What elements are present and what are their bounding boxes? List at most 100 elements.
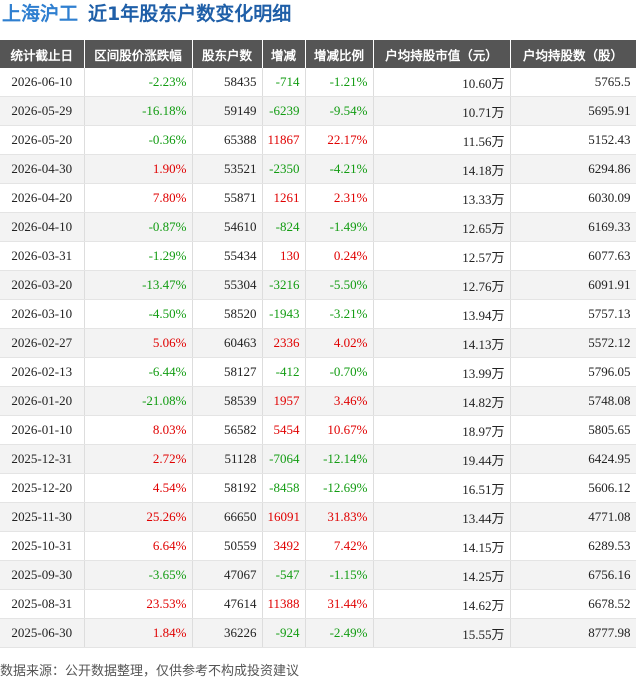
table-cell: -714 <box>262 68 306 97</box>
table-cell: 3492 <box>262 531 306 561</box>
table-row: 2026-04-30 1.90% 53521 -2350 -4.21% 14.18万 629… <box>0 154 636 184</box>
table-cell: 18.97万 <box>373 415 511 445</box>
table-cell: 5748.08 <box>510 386 636 416</box>
table-cell: -6239 <box>262 96 306 126</box>
table-cell: 2026-04-20 <box>0 183 85 213</box>
table-cell: -12.69% <box>305 473 374 503</box>
table-cell: -3.65% <box>84 560 193 590</box>
subtitle: 近1年股东户数变化明细 <box>88 3 292 25</box>
table-cell: 2026-04-30 <box>0 154 85 184</box>
table-cell: -1.49% <box>305 212 374 242</box>
table-cell: -547 <box>262 560 306 590</box>
table-cell: 13.44万 <box>373 502 511 532</box>
table-cell: -2.23% <box>84 68 193 97</box>
table-cell: 2026-02-27 <box>0 328 85 358</box>
table-cell: -1.29% <box>84 241 193 271</box>
column-header: 统计截止日 <box>0 40 85 68</box>
table-cell: 22.17% <box>305 125 374 155</box>
table-cell: -1.15% <box>305 560 374 590</box>
table-cell: 10.71万 <box>373 96 511 126</box>
column-header: 增减比例 <box>305 40 374 68</box>
table-cell: 58539 <box>192 386 263 416</box>
column-header: 增减 <box>262 40 306 68</box>
column-header: 区间股价涨跌幅 <box>84 40 193 68</box>
header: 上海沪工 近1年股东户数变化明细 <box>2 0 291 32</box>
table-row: 2025-09-30 -3.65% 47067 -547 -1.15% 14.25万 675… <box>0 560 636 590</box>
table-cell: 19.44万 <box>373 444 511 474</box>
table-cell: 31.44% <box>305 589 374 619</box>
table-cell: 11867 <box>262 125 306 155</box>
table-cell: 36226 <box>192 618 263 648</box>
table-row: 2025-11-30 25.26% 66650 16091 31.83% 13.44万 47… <box>0 502 636 532</box>
table-cell: 58435 <box>192 68 263 97</box>
table-cell: 2025-06-30 <box>0 618 85 648</box>
table-cell: 50559 <box>192 531 263 561</box>
table-cell: -2350 <box>262 154 306 184</box>
table-cell: 6294.86 <box>510 154 636 184</box>
table-cell: -21.08% <box>84 386 193 416</box>
table-cell: 0.24% <box>305 241 374 271</box>
table-cell: 5805.65 <box>510 415 636 445</box>
table-body: 2026-06-10 -2.23% 58435 -714 -1.21% 10.60万 576… <box>0 68 636 648</box>
table-cell: 5454 <box>262 415 306 445</box>
table-cell: 14.15万 <box>373 531 511 561</box>
table-cell: -0.36% <box>84 125 193 155</box>
table-cell: -12.14% <box>305 444 374 474</box>
table-row: 2026-03-31 -1.29% 55434 130 0.24% 12.57万 6077.… <box>0 241 636 271</box>
table-row: 2025-06-30 1.84% 36226 -924 -2.49% 15.55万 8777… <box>0 618 636 648</box>
table-cell: 6289.53 <box>510 531 636 561</box>
table-cell: 2026-02-13 <box>0 357 85 387</box>
table-cell: 55871 <box>192 183 263 213</box>
table-cell: 1261 <box>262 183 306 213</box>
table-cell: 6424.95 <box>510 444 636 474</box>
table-cell: 2025-12-20 <box>0 473 85 503</box>
table-cell: 11.56万 <box>373 125 511 155</box>
table: 统计截止日 区间股价涨跌幅 股东户数 增减 增减比例 户均持股市值（元） 户均持股数（股） 2… <box>0 40 636 648</box>
table-cell: 1.90% <box>84 154 193 184</box>
table-cell: 47067 <box>192 560 263 590</box>
table-cell: 2025-08-31 <box>0 589 85 619</box>
column-header: 户均持股市值（元） <box>373 40 511 68</box>
table-cell: 4771.08 <box>510 502 636 532</box>
table-cell: 5.06% <box>84 328 193 358</box>
table-cell: 6077.63 <box>510 241 636 271</box>
table-cell: 6678.52 <box>510 589 636 619</box>
table-cell: 14.25万 <box>373 560 511 590</box>
table-cell: 58192 <box>192 473 263 503</box>
table-cell: 56582 <box>192 415 263 445</box>
table-row: 2026-05-29 -16.18% 59149 -6239 -9.54% 10.71万 5… <box>0 96 636 126</box>
table-row: 2026-05-20 -0.36% 65388 11867 22.17% 11.56万 51… <box>0 125 636 155</box>
table-cell: 1957 <box>262 386 306 416</box>
table-cell: 5572.12 <box>510 328 636 358</box>
table-cell: 6.64% <box>84 531 193 561</box>
table-row: 2025-10-31 6.64% 50559 3492 7.42% 14.15万 6289.… <box>0 531 636 561</box>
table-cell: 2.72% <box>84 444 193 474</box>
table-cell: -824 <box>262 212 306 242</box>
table-cell: -7064 <box>262 444 306 474</box>
table-cell: 2025-09-30 <box>0 560 85 590</box>
table-cell: 7.80% <box>84 183 193 213</box>
table-cell: 14.18万 <box>373 154 511 184</box>
table-row: 2026-04-10 -0.87% 54610 -824 -1.49% 12.65万 616… <box>0 212 636 242</box>
table-cell: 5765.5 <box>510 68 636 97</box>
table-cell: -16.18% <box>84 96 193 126</box>
table-cell: 54610 <box>192 212 263 242</box>
table-cell: 2026-03-20 <box>0 270 85 300</box>
table-cell: 2336 <box>262 328 306 358</box>
table-cell: 5695.91 <box>510 96 636 126</box>
table-cell: -13.47% <box>84 270 193 300</box>
table-row: 2025-08-31 23.53% 47614 11388 31.44% 14.62万 66… <box>0 589 636 619</box>
table-row: 2025-12-20 4.54% 58192 -8458 -12.69% 16.51万 56… <box>0 473 636 503</box>
table-cell: 14.82万 <box>373 386 511 416</box>
table-row: 2026-04-20 7.80% 55871 1261 2.31% 13.33万 6030.… <box>0 183 636 213</box>
table-cell: 55434 <box>192 241 263 271</box>
table-cell: 2025-11-30 <box>0 502 85 532</box>
table-cell: 13.33万 <box>373 183 511 213</box>
table-cell: -5.50% <box>305 270 374 300</box>
table-cell: 55304 <box>192 270 263 300</box>
table-cell: 2.31% <box>305 183 374 213</box>
table-cell: 6091.91 <box>510 270 636 300</box>
table-cell: 10.67% <box>305 415 374 445</box>
table-cell: 53521 <box>192 154 263 184</box>
